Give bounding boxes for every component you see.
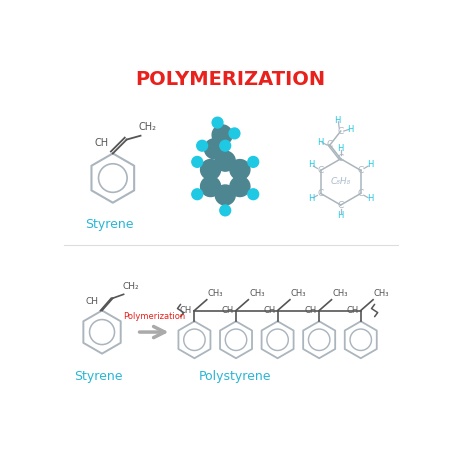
Text: CH: CH: [221, 306, 234, 315]
Circle shape: [192, 157, 202, 167]
Circle shape: [201, 160, 220, 180]
Text: CH: CH: [346, 306, 359, 315]
Text: C: C: [338, 154, 344, 163]
Text: C: C: [358, 166, 364, 175]
Text: H: H: [318, 138, 324, 147]
Text: C: C: [338, 201, 344, 210]
Text: CH₃: CH₃: [374, 289, 389, 298]
Text: Styrene: Styrene: [85, 218, 133, 231]
Text: H: H: [308, 160, 315, 170]
Text: Styrene: Styrene: [74, 370, 122, 383]
Text: CH₂: CH₂: [139, 122, 157, 132]
Text: C: C: [327, 141, 333, 149]
Text: H: H: [367, 195, 373, 204]
Text: C: C: [358, 189, 364, 198]
Circle shape: [230, 177, 250, 196]
Circle shape: [220, 141, 230, 151]
Text: CH: CH: [305, 306, 317, 315]
Text: CH: CH: [180, 306, 192, 315]
Circle shape: [215, 151, 235, 171]
Text: H: H: [308, 195, 315, 204]
Circle shape: [192, 189, 202, 200]
Circle shape: [201, 177, 220, 196]
Circle shape: [212, 117, 223, 128]
Text: H: H: [338, 212, 344, 220]
Text: C: C: [338, 126, 344, 135]
Text: C: C: [318, 189, 324, 198]
Circle shape: [230, 160, 250, 180]
Circle shape: [248, 189, 259, 200]
Text: Polystyrene: Polystyrene: [198, 370, 271, 383]
Circle shape: [212, 125, 232, 145]
Text: C₈H₈: C₈H₈: [331, 177, 351, 187]
Text: H: H: [347, 125, 353, 134]
Circle shape: [204, 139, 225, 159]
Circle shape: [248, 157, 259, 167]
Text: H: H: [367, 160, 373, 170]
Text: POLYMERIZATION: POLYMERIZATION: [135, 70, 326, 89]
Circle shape: [197, 141, 207, 151]
Text: CH₃: CH₃: [249, 289, 265, 298]
Circle shape: [229, 128, 240, 139]
Text: H: H: [334, 116, 341, 125]
Text: Polymerization: Polymerization: [123, 312, 185, 321]
Text: C: C: [318, 166, 324, 175]
Text: CH₃: CH₃: [332, 289, 348, 298]
Text: CH₃: CH₃: [291, 289, 306, 298]
Text: CH: CH: [86, 297, 99, 306]
Text: CH: CH: [95, 138, 109, 148]
Circle shape: [220, 205, 230, 216]
Text: CH: CH: [263, 306, 275, 315]
Text: CH₃: CH₃: [207, 289, 223, 298]
Text: CH₂: CH₂: [123, 282, 140, 291]
Circle shape: [215, 185, 235, 205]
Text: H: H: [338, 143, 344, 153]
